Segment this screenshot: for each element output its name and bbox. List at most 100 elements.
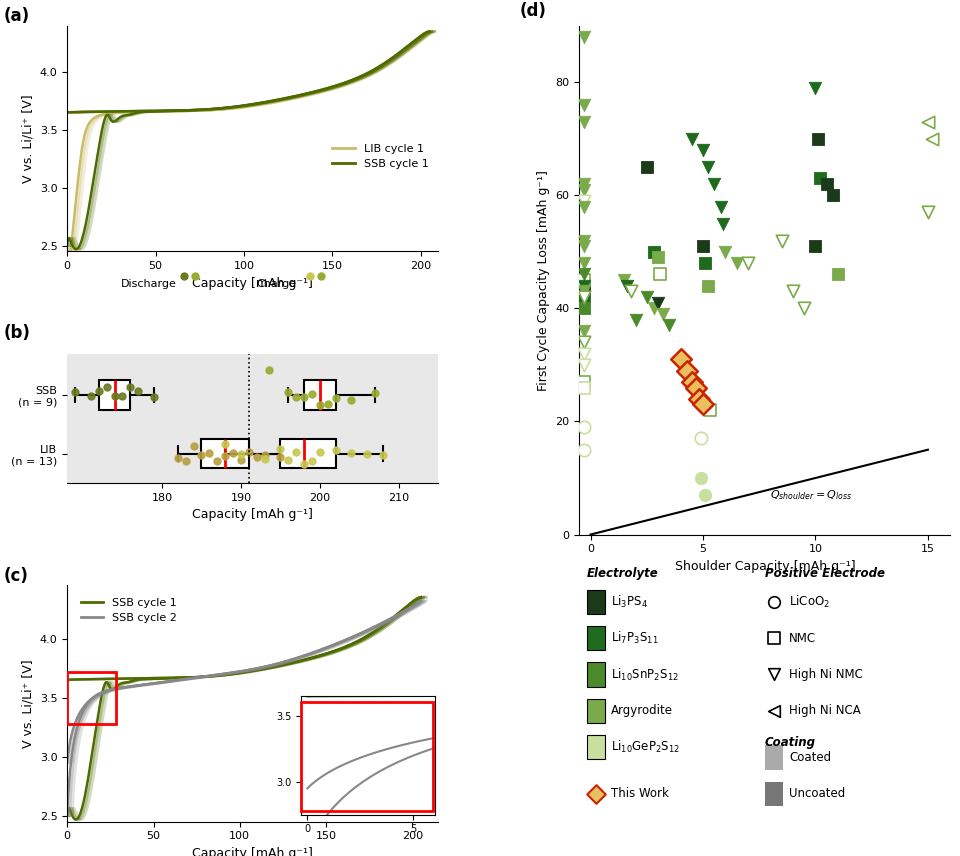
X-axis label: Shoulder Capacity [mAh g⁻¹]: Shoulder Capacity [mAh g⁻¹] bbox=[675, 560, 855, 573]
Point bbox=[819, 177, 834, 191]
Bar bbox=[587, 663, 606, 687]
Point bbox=[619, 279, 635, 293]
Point bbox=[576, 381, 591, 395]
Point bbox=[280, 385, 296, 399]
Point bbox=[312, 398, 327, 412]
Bar bbox=[587, 627, 606, 651]
Point bbox=[576, 194, 591, 208]
X-axis label: Capacity [mAh g⁻¹]: Capacity [mAh g⁻¹] bbox=[192, 508, 313, 521]
Point bbox=[226, 446, 241, 460]
Point bbox=[661, 318, 677, 332]
Point bbox=[273, 450, 288, 464]
Point bbox=[576, 98, 591, 111]
Point bbox=[693, 431, 708, 445]
Point bbox=[695, 240, 710, 253]
Text: Charge: Charge bbox=[257, 279, 297, 289]
Point bbox=[810, 132, 826, 146]
Point bbox=[576, 268, 591, 282]
Text: Li$_{10}$SnP$_2$S$_{12}$: Li$_{10}$SnP$_2$S$_{12}$ bbox=[611, 667, 679, 682]
Bar bbox=[587, 734, 606, 758]
Point bbox=[115, 389, 131, 403]
Point bbox=[576, 183, 591, 197]
Point bbox=[718, 245, 733, 259]
Point bbox=[576, 115, 591, 128]
Point bbox=[576, 301, 591, 315]
Point bbox=[91, 384, 107, 398]
Legend: LIB cycle 1, SSB cycle 1: LIB cycle 1, SSB cycle 1 bbox=[328, 140, 433, 174]
Point bbox=[217, 449, 232, 463]
Point bbox=[261, 364, 276, 377]
Point bbox=[289, 446, 304, 460]
Point bbox=[691, 392, 707, 406]
Point bbox=[123, 380, 138, 394]
X-axis label: Capacity [mAh g⁻¹]: Capacity [mAh g⁻¹] bbox=[192, 847, 313, 856]
Point bbox=[233, 453, 249, 467]
Legend: SSB cycle 1, SSB cycle 2: SSB cycle 1, SSB cycle 2 bbox=[77, 593, 181, 627]
Point bbox=[740, 256, 756, 270]
Point bbox=[360, 448, 375, 461]
Point bbox=[680, 364, 695, 377]
Text: Coating: Coating bbox=[765, 736, 816, 749]
PathPatch shape bbox=[99, 380, 131, 409]
Point bbox=[202, 446, 217, 460]
Point bbox=[826, 188, 841, 202]
Point bbox=[576, 324, 591, 338]
Point bbox=[785, 284, 801, 298]
Point bbox=[576, 290, 591, 304]
Point bbox=[576, 177, 591, 191]
Point bbox=[233, 447, 249, 461]
Point bbox=[576, 30, 591, 44]
Point bbox=[576, 234, 591, 247]
Point bbox=[693, 471, 708, 484]
Text: High Ni NMC: High Ni NMC bbox=[789, 668, 863, 681]
Point bbox=[328, 443, 344, 456]
Y-axis label: V vs. Li/Li⁺ [V]: V vs. Li/Li⁺ [V] bbox=[21, 659, 35, 748]
Point bbox=[257, 449, 273, 462]
Text: Li$_7$P$_3$S$_{11}$: Li$_7$P$_3$S$_{11}$ bbox=[611, 630, 659, 646]
Point bbox=[655, 307, 670, 321]
Point bbox=[639, 160, 655, 174]
Point bbox=[312, 446, 327, 460]
Point bbox=[297, 457, 312, 471]
Text: Li$_3$PS$_4$: Li$_3$PS$_4$ bbox=[611, 594, 648, 610]
Point bbox=[178, 455, 193, 468]
Point bbox=[107, 389, 122, 403]
PathPatch shape bbox=[202, 439, 249, 468]
Point bbox=[576, 279, 591, 293]
Point bbox=[576, 284, 591, 298]
Point bbox=[684, 375, 700, 389]
Point bbox=[646, 301, 661, 315]
Point bbox=[713, 199, 729, 213]
Text: Electrolyte: Electrolyte bbox=[587, 568, 659, 580]
Point bbox=[344, 394, 359, 407]
Point bbox=[576, 358, 591, 372]
Point bbox=[924, 132, 940, 146]
Point bbox=[217, 437, 232, 450]
Text: $Q_{shoulder} = Q_{loss}$: $Q_{shoulder} = Q_{loss}$ bbox=[771, 488, 852, 502]
Text: LiCoO$_2$: LiCoO$_2$ bbox=[789, 594, 830, 610]
Point bbox=[698, 256, 713, 270]
Point bbox=[698, 488, 713, 502]
Point bbox=[209, 455, 225, 468]
PathPatch shape bbox=[280, 439, 336, 468]
Point bbox=[684, 132, 700, 146]
Y-axis label: V vs. Li/Li⁺ [V]: V vs. Li/Li⁺ [V] bbox=[21, 94, 35, 183]
Point bbox=[807, 81, 823, 95]
Point bbox=[146, 390, 161, 404]
Point bbox=[653, 268, 668, 282]
Text: This Work: This Work bbox=[611, 788, 669, 800]
Point bbox=[289, 390, 304, 404]
Point bbox=[830, 268, 846, 282]
Point bbox=[375, 449, 391, 462]
Point bbox=[320, 397, 335, 411]
Point bbox=[297, 390, 312, 404]
Point bbox=[67, 385, 83, 399]
Text: Li$_{10}$GeP$_2$S$_{12}$: Li$_{10}$GeP$_2$S$_{12}$ bbox=[611, 739, 680, 755]
Point bbox=[715, 217, 731, 230]
Point bbox=[921, 205, 936, 219]
Point bbox=[695, 398, 710, 412]
Y-axis label: First Cycle Capacity Loss [mAh g⁻¹]: First Cycle Capacity Loss [mAh g⁻¹] bbox=[537, 169, 550, 390]
Point bbox=[702, 403, 717, 417]
Text: Positive Electrode: Positive Electrode bbox=[765, 568, 885, 580]
Point bbox=[241, 444, 256, 458]
